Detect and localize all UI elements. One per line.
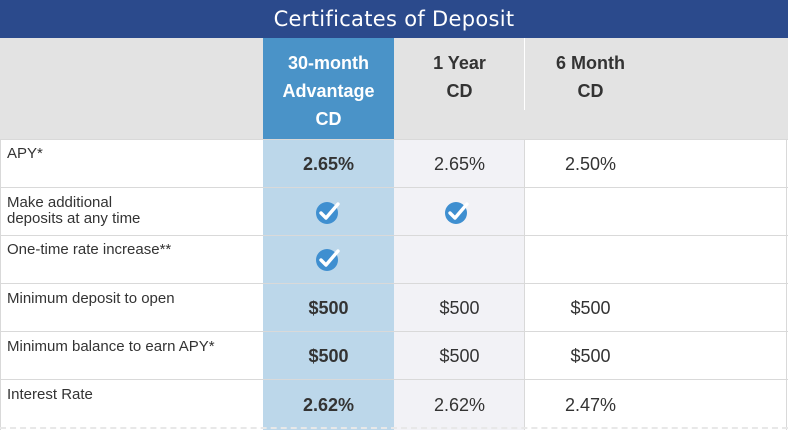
cell-min-deposit-1-year: $500 — [439, 298, 480, 318]
row-divider — [0, 283, 788, 284]
row-label-minimum-deposit: Minimum deposit to open — [7, 290, 175, 307]
cell-min-deposit-30-month: $500 — [308, 298, 349, 318]
column-header-30-month-advantage-cd: 30-month Advantage CD — [263, 38, 394, 139]
label-line: deposits at any time — [7, 210, 141, 227]
column-header-1-year-cd: 1 Year CD — [394, 38, 525, 139]
row-divider — [0, 187, 788, 188]
row-label-additional-deposits: Make additional deposits at any time — [7, 195, 257, 227]
check-icon — [316, 202, 340, 224]
cell-min-balance-30-month: $500 — [308, 346, 349, 366]
cell-apy-6-month: 2.50% — [564, 154, 617, 174]
cell-apy-30-month: 2.65% — [302, 154, 355, 174]
label-line: Make additional — [7, 194, 113, 211]
table-title: Certificates of Deposit — [0, 0, 788, 38]
one-year-column-background — [394, 139, 525, 430]
check-icon — [316, 249, 340, 271]
header-row — [0, 38, 788, 139]
check-icon — [445, 202, 469, 224]
header-line: CD — [446, 81, 473, 101]
column-divider — [0, 139, 1, 430]
header-line: CD — [577, 81, 604, 101]
header-line: 6 Month — [556, 53, 625, 73]
cell-min-deposit-6-month: $500 — [570, 298, 611, 318]
header-line: 1 Year — [433, 53, 486, 73]
row-label-interest-rate: Interest Rate — [7, 386, 93, 403]
header-divider — [524, 38, 525, 110]
header-line: CD — [315, 109, 342, 129]
row-divider — [0, 139, 788, 140]
row-divider — [0, 379, 788, 380]
column-divider — [786, 139, 787, 430]
column-divider — [524, 139, 525, 430]
featured-column-background — [263, 139, 394, 430]
header-line: 30-month — [288, 53, 369, 73]
header-line: Advantage — [282, 81, 375, 101]
row-divider — [0, 235, 788, 236]
cell-interest-rate-6-month: 2.47% — [564, 395, 617, 415]
row-label-rate-increase: One-time rate increase** — [7, 241, 172, 258]
row-label-apy: APY* — [7, 145, 43, 162]
cell-min-balance-6-month: $500 — [570, 346, 611, 366]
row-label-minimum-balance: Minimum balance to earn APY* — [7, 338, 215, 355]
table-bottom-edge — [0, 427, 788, 429]
cell-min-balance-1-year: $500 — [439, 346, 480, 366]
row-divider — [0, 331, 788, 332]
cell-interest-rate-30-month: 2.62% — [302, 395, 355, 415]
cell-apy-1-year: 2.65% — [433, 154, 486, 174]
cell-interest-rate-1-year: 2.62% — [433, 395, 486, 415]
column-header-6-month-cd: 6 Month CD — [525, 38, 656, 139]
